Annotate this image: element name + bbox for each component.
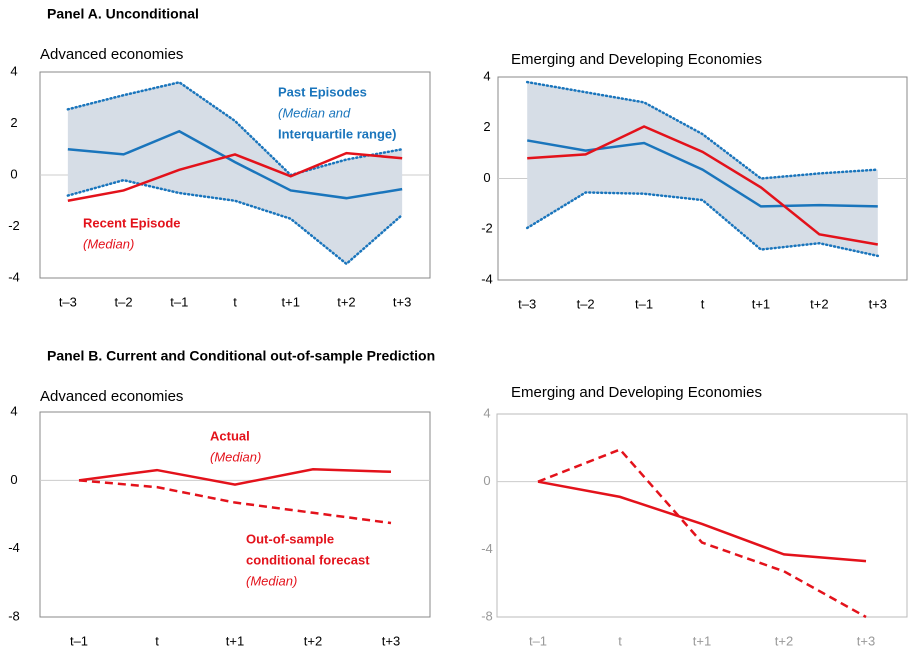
y-tick-label: 2	[483, 119, 490, 134]
x-tick-label: t–1	[635, 296, 653, 311]
x-tick-label: t+2	[810, 296, 828, 311]
x-tick-label: t	[701, 296, 705, 311]
x-tick-label: t+3	[393, 294, 411, 309]
y-tick-label: 4	[483, 68, 490, 83]
x-tick-label: t+1	[226, 633, 244, 648]
chart-title: Advanced economies	[40, 46, 183, 63]
y-tick-label: -4	[481, 271, 493, 286]
y-tick-label: 4	[483, 405, 490, 420]
x-tick-label: t+3	[869, 296, 887, 311]
x-tick-label: t+1	[693, 633, 711, 648]
y-tick-label: 0	[10, 166, 17, 181]
series-line	[78, 479, 392, 525]
annotation: conditional forecast	[246, 552, 370, 567]
x-tick-label: t+2	[775, 633, 793, 648]
y-tick-label: -2	[8, 218, 20, 233]
series-line	[537, 480, 867, 563]
series-line	[67, 129, 403, 200]
chart-title: Emerging and Developing Economies	[511, 384, 762, 401]
x-tick-label: t+1	[281, 294, 299, 309]
x-tick-label: t–3	[518, 296, 536, 311]
series-line	[537, 448, 867, 619]
quartile-line	[66, 178, 404, 266]
annotation: (Median)	[83, 236, 134, 251]
x-tick-label: t–1	[70, 633, 88, 648]
panel-title: Panel A. Unconditional	[47, 6, 199, 22]
quartile-line	[525, 191, 880, 258]
y-tick-label: 2	[10, 115, 17, 130]
y-tick-label: 4	[10, 63, 17, 78]
y-tick-label: -2	[481, 221, 493, 236]
x-tick-label: t–3	[59, 294, 77, 309]
series-line	[527, 125, 878, 246]
x-tick-label: t	[155, 633, 159, 648]
annotation: Past Episodes	[278, 84, 367, 99]
x-tick-label: t+3	[382, 633, 400, 648]
quartile-line	[525, 80, 880, 180]
x-tick-label: t–2	[115, 294, 133, 309]
panel-title: Panel B. Current and Conditional out-of-…	[47, 348, 435, 364]
series-line	[78, 467, 392, 486]
y-tick-label: 0	[483, 473, 490, 488]
x-tick-label: t+3	[857, 633, 875, 648]
series-line	[67, 151, 403, 202]
chart-title: Advanced economies	[40, 388, 183, 405]
x-tick-label: t	[233, 294, 237, 309]
y-tick-label: 4	[10, 403, 17, 418]
series-line	[527, 139, 878, 208]
x-tick-label: t+2	[304, 633, 322, 648]
x-tick-label: t+1	[752, 296, 770, 311]
annotation: Out-of-sample	[246, 531, 334, 546]
y-tick-label: -4	[8, 269, 20, 284]
annotation: Interquartile range)	[278, 126, 396, 141]
x-tick-label: t	[618, 633, 622, 648]
x-tick-label: t–2	[577, 296, 595, 311]
annotation: (Median and	[278, 105, 351, 120]
annotation: Recent Episode	[83, 215, 181, 230]
plot-frame	[496, 413, 908, 618]
iqr-band	[67, 82, 403, 264]
annotation: (Median)	[210, 449, 261, 464]
y-tick-label: -8	[8, 608, 20, 623]
quartile-line	[66, 80, 404, 177]
chart-title: Emerging and Developing Economies	[511, 51, 762, 68]
annotation: Actual	[210, 428, 250, 443]
y-tick-label: -4	[8, 540, 20, 555]
y-tick-label: -8	[481, 608, 493, 623]
x-tick-label: t–1	[529, 633, 547, 648]
y-tick-label: 0	[483, 170, 490, 185]
x-tick-label: t–1	[170, 294, 188, 309]
y-tick-label: 0	[10, 472, 17, 487]
x-tick-label: t+2	[337, 294, 355, 309]
plot-frame	[39, 411, 431, 618]
annotation: (Median)	[246, 573, 297, 588]
y-tick-label: -4	[481, 541, 493, 556]
